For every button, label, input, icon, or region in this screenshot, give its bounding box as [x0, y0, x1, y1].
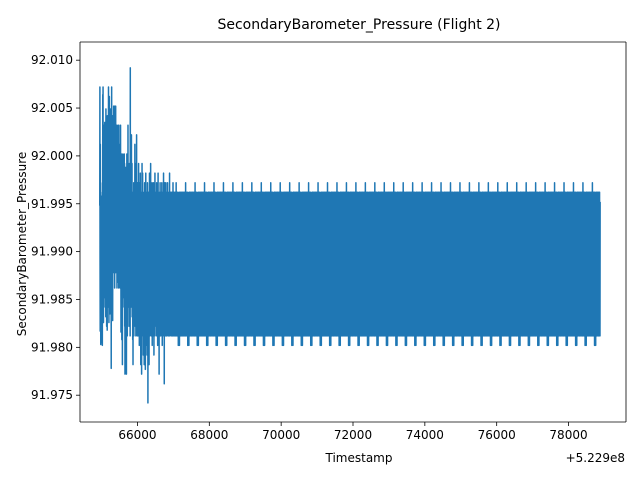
chart-title: SecondaryBarometer_Pressure (Flight 2) [217, 17, 500, 33]
y-tick-label: 92.005 [31, 101, 73, 115]
axes: 66000 68000 70000 72000 74000 76000 78000 91.97… [31, 41, 627, 442]
x-axis-label: Timestamp [325, 451, 393, 465]
plot-area [99, 67, 601, 404]
x-tick-label: 68000 [190, 428, 228, 442]
y-tick-label: 92.000 [31, 149, 73, 163]
x-tick-label: 78000 [549, 428, 587, 442]
y-tick-label: 91.995 [31, 197, 73, 211]
x-tick-label: 74000 [406, 428, 444, 442]
x-tick-label: 72000 [334, 428, 372, 442]
x-axis-offset-label: +5.229e8 [566, 451, 625, 465]
y-tick-label: 91.985 [31, 292, 73, 306]
x-tick-label: 70000 [262, 428, 300, 442]
y-axis-label: SecondaryBarometer_Pressure [15, 152, 29, 336]
y-tick-label: 91.990 [31, 245, 73, 259]
y-tick-label: 91.980 [31, 340, 73, 354]
series-line [99, 67, 601, 404]
x-tick-label: 76000 [478, 428, 516, 442]
y-tick-label: 92.010 [31, 53, 73, 67]
y-tick-label: 91.975 [31, 388, 73, 402]
x-tick-label: 66000 [118, 428, 156, 442]
